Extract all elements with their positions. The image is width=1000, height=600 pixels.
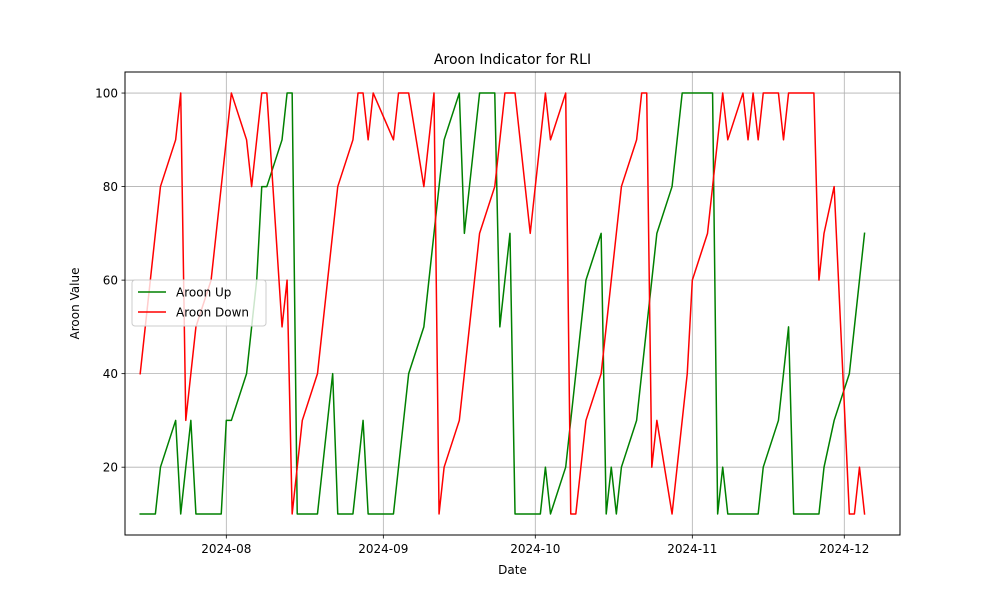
axis-ticks: 2024-08 2024-09 2024-10 2024-11 2024-12 20 40 6… [95,86,869,556]
y-tick-label: 100 [95,86,118,100]
x-tick-label: 2024-11 [667,542,717,556]
y-axis-label: Aroon Value [68,268,82,340]
y-tick-label: 80 [103,180,118,194]
legend: Aroon Up Aroon Down [131,279,267,327]
series-line-aroon-down [139,92,866,515]
y-tick-label: 20 [103,460,118,474]
legend-label-aroon-down: Aroon Down [176,306,249,320]
x-axis-label: Date [498,563,527,577]
x-tick-label: 2024-12 [819,542,869,556]
y-tick-label: 40 [103,367,118,381]
plot-area-frame [124,71,901,536]
x-tick-label: 2024-09 [358,542,408,556]
x-tick-label: 2024-08 [201,542,251,556]
y-tick-label: 60 [103,273,118,287]
chart-title: Aroon Indicator for RLI [434,52,591,68]
legend-label-aroon-up: Aroon Up [176,286,231,300]
x-tick-label: 2024-10 [510,542,560,556]
